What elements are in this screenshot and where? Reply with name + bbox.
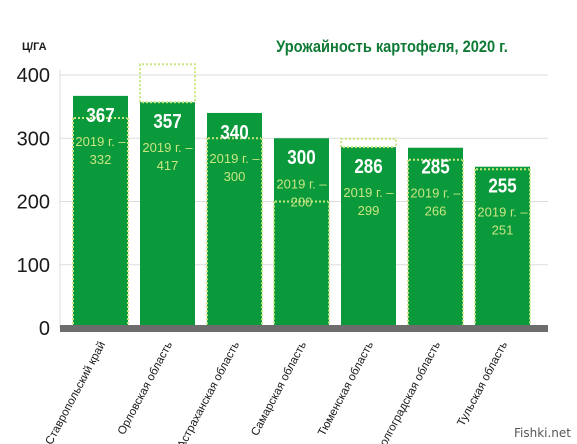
x-tick-label: Астраханская область (176, 340, 243, 444)
prev-year-value: 332 (90, 152, 112, 167)
prev-year-prefix: 2019 г. – (343, 185, 394, 200)
chart-title: Урожайность картофеля, 2020 г. (276, 38, 508, 56)
prev-year-prefix: 2019 г. – (75, 134, 126, 149)
prev-year-value: 300 (224, 169, 246, 184)
prev-year-value: 200 (291, 194, 313, 209)
y-tick-label: 300 (17, 128, 50, 150)
prev-year-value: 266 (425, 204, 447, 219)
y-tick-label: 400 (17, 65, 50, 87)
x-tick-label: Тюменская область (316, 340, 376, 438)
prev-year-prefix: 2019 г. – (142, 140, 193, 155)
x-tick-label: Самарская область (249, 340, 309, 438)
y-tick-label: 100 (17, 255, 50, 277)
x-tick-label: Тульская область (455, 340, 510, 429)
y-axis-label: Ц/ГА (22, 41, 47, 53)
bar-2020 (475, 166, 530, 325)
prev-year-value: 251 (492, 223, 514, 238)
y-tick-label: 200 (17, 192, 50, 214)
x-tick-label: Орловская область (116, 340, 175, 437)
prev-year-prefix: 2019 г. – (276, 176, 327, 191)
bar-value-label: 285 (421, 155, 449, 178)
x-tick-label: Ставропольский край (44, 340, 109, 444)
bar-2020 (73, 95, 128, 325)
prev-year-prefix: 2019 г. – (410, 186, 461, 201)
bar-2020 (408, 147, 463, 325)
bar-2020 (341, 147, 396, 325)
prev-year-prefix: 2019 г. – (209, 151, 260, 166)
bar-value-label: 300 (287, 146, 315, 169)
prev-year-value: 299 (358, 203, 380, 218)
prev-year-prefix: 2019 г. – (477, 205, 528, 220)
watermark: Fishki.net (513, 426, 571, 440)
x-tick-label: Волгоградская область (374, 340, 443, 444)
bar-value-label: 367 (86, 104, 114, 127)
bar-2020 (274, 138, 329, 325)
prev-year-value: 417 (157, 158, 179, 173)
x-axis-base (60, 325, 548, 332)
bar-value-label: 357 (153, 110, 181, 133)
y-tick-label: 0 (39, 318, 50, 340)
bar-value-label: 286 (354, 155, 382, 178)
bar-2020 (207, 112, 262, 325)
bar-value-label: 255 (488, 174, 516, 197)
bar-2020 (140, 102, 195, 325)
bar-value-label: 340 (220, 121, 248, 144)
bar-2019-outline (340, 137, 397, 148)
bar-2019-outline (139, 63, 196, 103)
